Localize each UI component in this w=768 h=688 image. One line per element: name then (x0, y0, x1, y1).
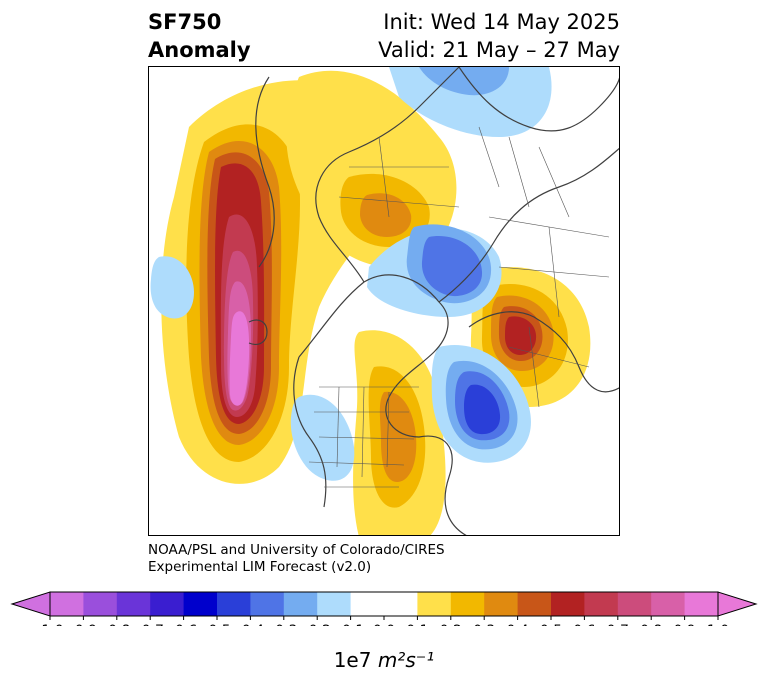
colorbar: -1.0 -0.9 -0.8 -0.7 -0.6 -0.5 -0.4 -0.3 -0.2 -0.1… (10, 591, 758, 626)
colorbar-cell (684, 592, 719, 616)
colorbar-tick-label: -0.9 (70, 623, 97, 626)
colorbar-cell (350, 592, 385, 616)
colorbar-tick-label: 0.1 (406, 623, 428, 626)
valid-range: Valid: 21 May – 27 May (378, 38, 620, 62)
colorbar-cell (217, 592, 251, 616)
siberia-high-anomaly (286, 70, 457, 268)
colorbar-cell (417, 592, 452, 616)
colorbar-tick-label: 0.9 (673, 623, 695, 626)
colorbar-cell (551, 592, 585, 616)
colorbar-cell (150, 592, 185, 616)
colorbar-tick-label: 0.7 (607, 623, 629, 626)
colorbar-extend-high (717, 591, 758, 617)
colorbar-tick-label: -0.6 (170, 623, 197, 626)
anomaly-shading (150, 67, 591, 535)
east-north-america-high-anomaly (353, 330, 446, 535)
colorbar-tick-label: -0.7 (137, 623, 164, 626)
atlantic-low-anomaly (431, 345, 531, 463)
colorbar-tick-label: 0.6 (573, 623, 595, 626)
colorbar-cell (517, 592, 552, 616)
credit-text: NOAA/PSL and University of Colorado/CIRE… (148, 542, 445, 576)
west-pacific-low-anomaly (150, 256, 194, 319)
title-right: Init: Wed 14 May 2025 Valid: 21 May – 27… (378, 8, 620, 64)
colorbar-cell (116, 592, 151, 616)
colorbar-tick-label: 0.4 (506, 623, 528, 626)
colorbar-tick-label: 0.5 (540, 623, 562, 626)
colorbar-tick-label: -0.4 (237, 623, 264, 626)
variable-name: SF750 (148, 10, 222, 34)
political-borders (308, 126, 610, 488)
barents-low-anomaly (367, 224, 502, 317)
colorbar-tick-label: -0.3 (270, 623, 297, 626)
colorbar-cell (183, 592, 218, 616)
title-left: SF750 Anomaly (148, 8, 251, 64)
colorbar-tick-label: 0.0 (373, 623, 395, 626)
colorbar-tick-label: 0.8 (640, 623, 662, 626)
colorbar-cell (250, 592, 285, 616)
coastlines (248, 67, 619, 535)
colorbar-cell (317, 592, 352, 616)
colorbar-cell (384, 592, 418, 616)
anomaly-map (150, 67, 619, 535)
colorbar-cell (450, 592, 485, 616)
colorbar-cell (50, 592, 84, 616)
init-date: Init: Wed 14 May 2025 (383, 10, 620, 34)
colorbar-cell (283, 592, 318, 616)
colorbar-cell (484, 592, 519, 616)
units-text: m²s⁻¹ (377, 648, 435, 672)
colorbar-tick-label: -0.2 (304, 623, 331, 626)
colorbar-tick-label: -0.8 (103, 623, 130, 626)
variable-subtitle: Anomaly (148, 38, 251, 62)
units-prefix: 1e7 (333, 648, 378, 672)
colorbar-cell (651, 592, 686, 616)
colorbar-tick-label: 1.0 (707, 623, 729, 626)
colorbar-tick-label: -0.5 (203, 623, 230, 626)
colorbar-extend-low (10, 591, 51, 617)
colorbar-units: 1e7 m²s⁻¹ (0, 648, 768, 672)
colorbar-tick-label: -0.1 (337, 623, 364, 626)
colorbar-tick-label: -1.0 (36, 623, 63, 626)
map-panel (148, 66, 620, 536)
colorbar-tick-label: 0.2 (440, 623, 462, 626)
colorbar-cell (584, 592, 619, 616)
colorbar-cell (617, 592, 652, 616)
colorbar-tick-label: 0.3 (473, 623, 495, 626)
credit-line-1: NOAA/PSL and University of Colorado/CIRE… (148, 542, 445, 558)
colorbar-cell (83, 592, 118, 616)
scandinavia-low-core (419, 67, 509, 96)
credit-line-2: Experimental LIM Forecast (v2.0) (148, 559, 372, 575)
